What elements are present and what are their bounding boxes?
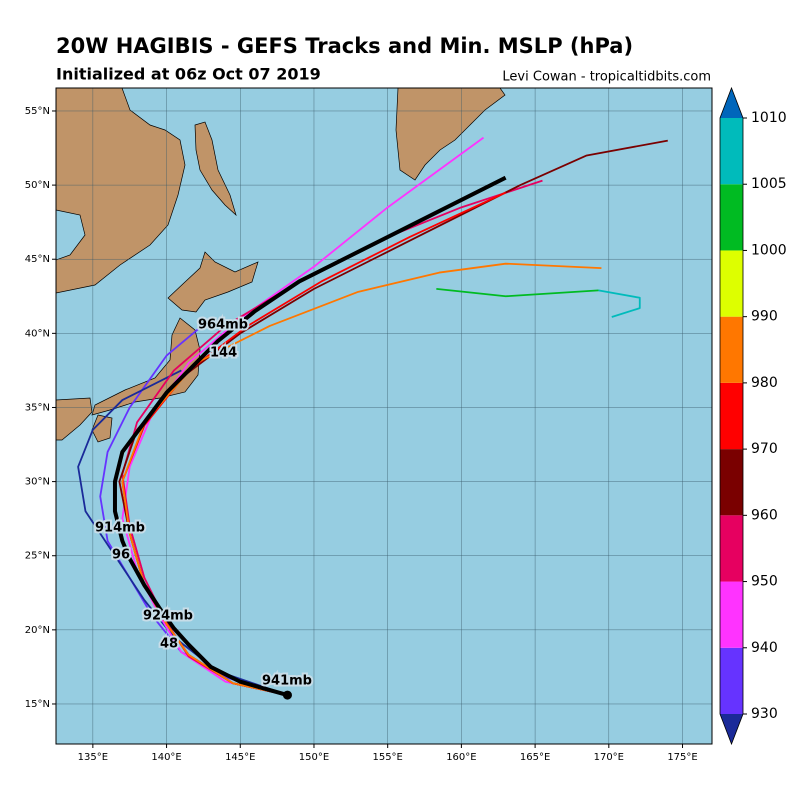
x-tick-label: 150°E xyxy=(299,752,329,763)
colorbar: 930 940 950 960 970 980 990 1000 1005 1010 xyxy=(719,86,787,746)
x-tick-label: 170°E xyxy=(594,752,624,763)
y-tick-label: 25°N xyxy=(25,551,50,562)
colorbar-over xyxy=(720,88,743,118)
y-tick-label: 15°N xyxy=(25,699,50,710)
colorbar-label: 980 xyxy=(751,375,778,391)
track-start xyxy=(282,690,292,700)
x-tick-label: 135°E xyxy=(78,752,108,763)
colorbar-bin xyxy=(720,581,743,648)
asia xyxy=(56,88,186,294)
frame xyxy=(55,87,713,745)
colorbar-bin xyxy=(720,647,743,714)
annotation: 941mb xyxy=(262,674,312,689)
annotation: 914mb xyxy=(95,521,145,536)
colorbar-label: 930 xyxy=(751,706,778,722)
track xyxy=(436,287,599,298)
y-tick-label: 55°N xyxy=(25,106,50,117)
y-tick-label: 30°N xyxy=(25,477,50,488)
x-tick-label: 175°E xyxy=(667,752,697,763)
korea xyxy=(56,397,93,441)
colorbar-bin xyxy=(720,184,743,251)
subtitle: Initialized at 06z Oct 07 2019 xyxy=(56,65,321,84)
annotation: 924mb xyxy=(143,609,193,624)
track xyxy=(121,136,485,696)
tracks xyxy=(77,136,668,700)
title: 20W HAGIBIS - GEFS Tracks and Min. MSLP … xyxy=(56,34,633,58)
colorbar-label: 950 xyxy=(751,574,778,590)
track xyxy=(121,262,602,696)
colorbar-bin xyxy=(720,316,743,383)
x-tick-label: 165°E xyxy=(520,752,550,763)
x-tick-label: 160°E xyxy=(446,752,476,763)
annotation: 144 xyxy=(210,346,237,361)
track xyxy=(112,175,507,698)
hokkaido xyxy=(167,251,259,313)
sea xyxy=(56,209,86,261)
y-tick-label: 20°N xyxy=(25,625,50,636)
y-tick-label: 50°N xyxy=(25,180,50,191)
colorbar-label: 960 xyxy=(751,507,778,523)
colorbar-label: 1005 xyxy=(751,176,787,192)
colorbar-label: 1000 xyxy=(751,242,787,258)
annotation: 964mb xyxy=(198,318,248,333)
colorbar-label: 1010 xyxy=(751,110,787,126)
credit: Levi Cowan - tropicaltidbits.com xyxy=(502,70,711,85)
annotation: 96 xyxy=(112,548,130,563)
colorbar-bin xyxy=(720,250,743,317)
x-tick-label: 155°E xyxy=(372,752,402,763)
colorbar-label: 940 xyxy=(751,640,778,656)
y-tick-label: 35°N xyxy=(25,402,50,413)
y-tick-label: 40°N xyxy=(25,328,50,339)
colorbar-label: 970 xyxy=(751,441,778,457)
x-tick-label: 145°E xyxy=(225,752,255,763)
colorbar-bin xyxy=(720,515,743,582)
colorbar-bin xyxy=(720,449,743,516)
colorbar-label: 990 xyxy=(751,309,778,325)
grid: 135°E 140°E 145°E 150°E 155°E 160°E 165°E 170°E… xyxy=(25,88,712,763)
sakhalin xyxy=(194,121,237,217)
y-tick-label: 45°N xyxy=(25,254,50,265)
x-tick-label: 140°E xyxy=(151,752,181,763)
colorbar-bin xyxy=(720,118,743,185)
annotation: 48 xyxy=(160,637,178,652)
track xyxy=(598,289,641,318)
colorbar-bin xyxy=(720,382,743,450)
colorbar-under xyxy=(720,714,743,744)
